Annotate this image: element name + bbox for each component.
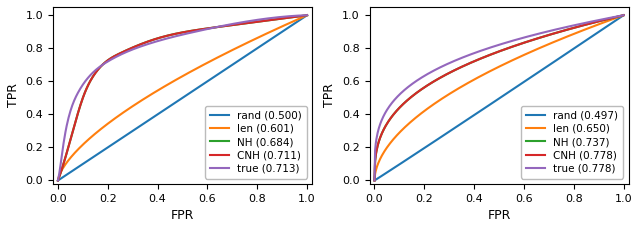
true (0.713) — [54, 179, 62, 182]
len (0.650) — [527, 50, 535, 53]
len (0.601) — [303, 14, 311, 16]
len (0.601) — [135, 101, 143, 103]
true (0.713) — [235, 22, 243, 24]
NH (0.737) — [550, 32, 558, 35]
CNH (0.778) — [469, 60, 477, 63]
NH (0.684) — [135, 44, 143, 46]
len (0.650) — [550, 41, 558, 43]
CNH (0.778) — [401, 101, 408, 104]
rand (0.497) — [469, 114, 477, 117]
NH (0.684) — [54, 179, 62, 182]
rand (0.500) — [235, 59, 243, 62]
rand (0.497) — [552, 60, 559, 62]
NH (0.737) — [401, 101, 408, 104]
rand (0.500) — [135, 125, 143, 128]
len (0.601) — [211, 58, 218, 60]
X-axis label: FPR: FPR — [487, 209, 511, 222]
Line: CNH (0.711): CNH (0.711) — [58, 15, 307, 180]
rand (0.497) — [620, 14, 627, 16]
NH (0.737) — [469, 60, 477, 63]
CNH (0.711) — [303, 14, 311, 16]
true (0.778) — [452, 59, 460, 62]
CNH (0.711) — [84, 84, 92, 87]
CNH (0.711) — [54, 179, 62, 182]
CNH (0.711) — [211, 26, 218, 29]
len (0.650) — [552, 40, 559, 43]
len (0.601) — [54, 179, 62, 182]
len (0.601) — [153, 90, 161, 93]
len (0.650) — [401, 126, 408, 129]
len (0.601) — [235, 45, 243, 48]
true (0.713) — [234, 22, 242, 25]
Line: CNH (0.778): CNH (0.778) — [374, 15, 623, 180]
len (0.650) — [620, 14, 627, 16]
NH (0.737) — [552, 32, 559, 34]
Line: true (0.778): true (0.778) — [374, 15, 623, 180]
true (0.778) — [550, 28, 558, 31]
CNH (0.711) — [235, 23, 243, 26]
rand (0.500) — [84, 159, 92, 162]
rand (0.500) — [303, 14, 311, 16]
CNH (0.711) — [234, 23, 242, 26]
NH (0.684) — [303, 14, 311, 16]
rand (0.497) — [452, 126, 460, 129]
true (0.778) — [620, 14, 627, 16]
true (0.713) — [84, 76, 92, 79]
NH (0.684) — [235, 23, 243, 26]
rand (0.500) — [54, 179, 62, 182]
rand (0.500) — [234, 60, 242, 63]
NH (0.737) — [527, 39, 535, 42]
rand (0.500) — [211, 75, 218, 78]
NH (0.737) — [620, 14, 627, 16]
Line: rand (0.500): rand (0.500) — [58, 15, 307, 180]
true (0.778) — [371, 179, 378, 182]
true (0.778) — [527, 34, 535, 37]
CNH (0.711) — [153, 37, 161, 40]
CNH (0.778) — [620, 14, 627, 16]
true (0.778) — [552, 28, 559, 31]
NH (0.737) — [452, 68, 460, 71]
Line: true (0.713): true (0.713) — [58, 15, 307, 180]
true (0.713) — [153, 40, 161, 43]
true (0.778) — [401, 89, 408, 91]
Line: NH (0.737): NH (0.737) — [374, 15, 623, 180]
NH (0.684) — [211, 26, 218, 29]
Y-axis label: TPR: TPR — [323, 83, 337, 107]
true (0.713) — [303, 14, 311, 16]
Line: NH (0.684): NH (0.684) — [58, 15, 307, 180]
Line: len (0.601): len (0.601) — [58, 15, 307, 180]
X-axis label: FPR: FPR — [171, 209, 194, 222]
len (0.601) — [234, 46, 242, 49]
true (0.713) — [211, 26, 218, 29]
CNH (0.778) — [371, 179, 378, 182]
rand (0.497) — [401, 160, 408, 162]
len (0.650) — [469, 79, 477, 82]
CNH (0.778) — [452, 68, 460, 71]
CNH (0.778) — [527, 39, 535, 42]
rand (0.497) — [527, 76, 535, 79]
true (0.778) — [469, 52, 477, 55]
NH (0.684) — [84, 84, 92, 87]
Legend: rand (0.500), len (0.601), NH (0.684), CNH (0.711), true (0.713): rand (0.500), len (0.601), NH (0.684), C… — [205, 106, 307, 179]
Line: len (0.650): len (0.650) — [374, 15, 623, 180]
CNH (0.778) — [550, 32, 558, 35]
rand (0.497) — [371, 179, 378, 182]
CNH (0.711) — [135, 44, 143, 46]
CNH (0.778) — [552, 32, 559, 34]
len (0.601) — [84, 139, 92, 141]
Line: rand (0.497): rand (0.497) — [374, 15, 623, 180]
NH (0.684) — [153, 37, 161, 40]
len (0.650) — [371, 179, 378, 182]
NH (0.684) — [234, 23, 242, 26]
true (0.713) — [135, 46, 143, 48]
rand (0.500) — [153, 114, 161, 116]
rand (0.497) — [550, 60, 558, 63]
NH (0.737) — [371, 179, 378, 182]
len (0.650) — [452, 89, 460, 92]
Legend: rand (0.497), len (0.650), NH (0.737), CNH (0.778), true (0.778): rand (0.497), len (0.650), NH (0.737), C… — [521, 106, 623, 179]
Y-axis label: TPR: TPR — [7, 83, 20, 107]
